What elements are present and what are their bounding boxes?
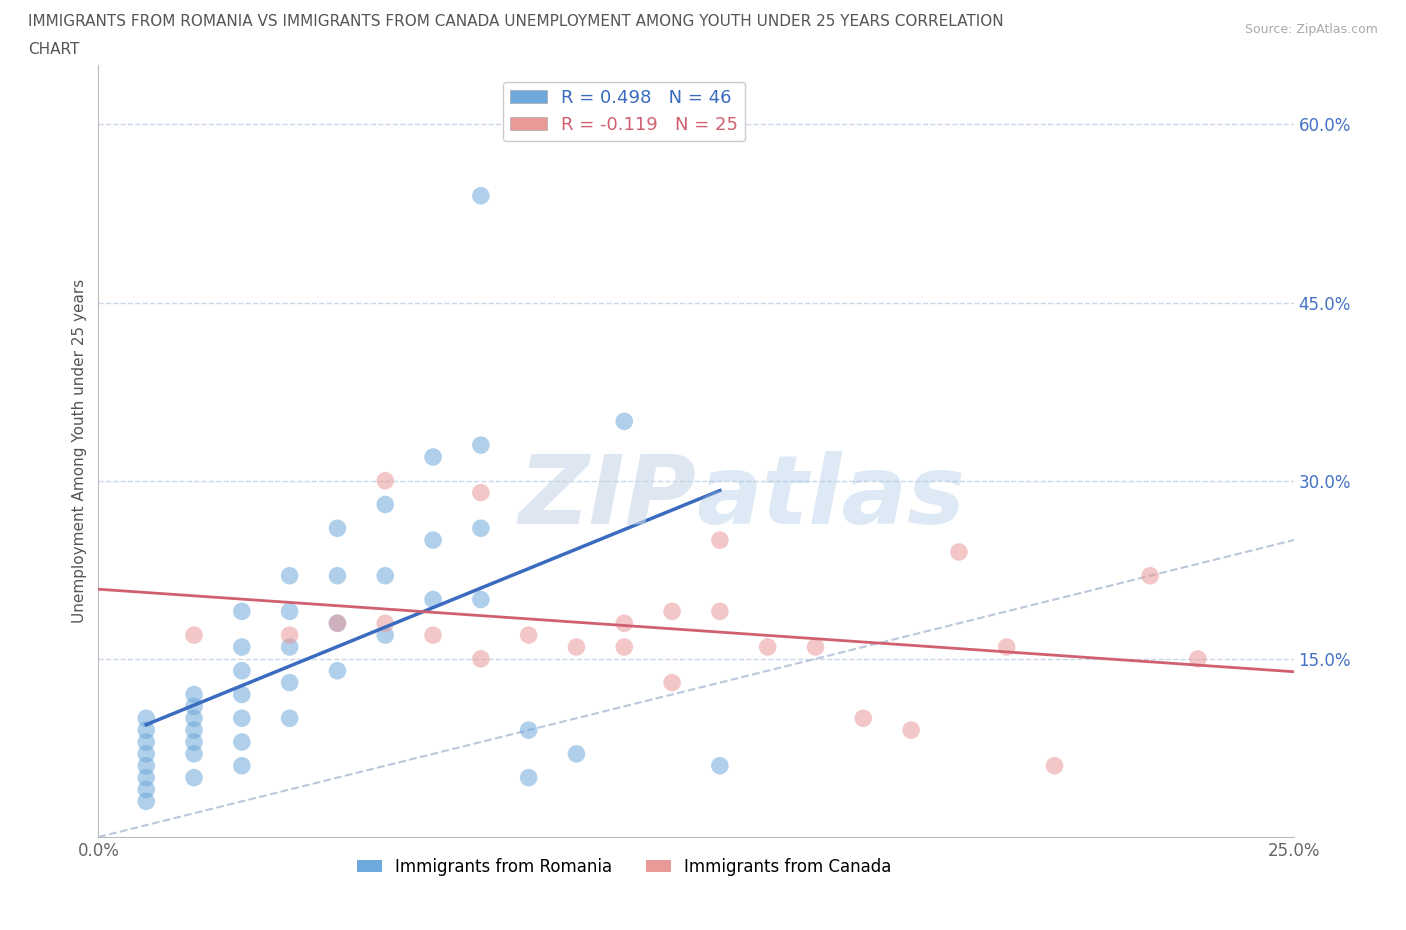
Point: [470, 592, 492, 607]
Point: [231, 711, 253, 725]
Point: [661, 675, 683, 690]
Point: [613, 414, 636, 429]
Point: [183, 747, 205, 762]
Point: [470, 188, 492, 203]
Text: CHART: CHART: [28, 42, 80, 57]
Point: [709, 533, 731, 548]
Point: [1139, 568, 1161, 583]
Point: [613, 640, 636, 655]
Point: [326, 521, 349, 536]
Text: atlas: atlas: [696, 451, 965, 544]
Point: [852, 711, 875, 725]
Point: [326, 616, 349, 631]
Point: [422, 449, 444, 464]
Point: [135, 723, 157, 737]
Point: [326, 568, 349, 583]
Point: [278, 628, 301, 643]
Point: [756, 640, 779, 655]
Point: [374, 473, 396, 488]
Point: [231, 687, 253, 702]
Point: [470, 485, 492, 500]
Point: [1043, 758, 1066, 773]
Point: [326, 616, 349, 631]
Point: [374, 568, 396, 583]
Point: [709, 604, 731, 618]
Point: [517, 723, 540, 737]
Point: [948, 545, 970, 560]
Point: [804, 640, 827, 655]
Point: [135, 770, 157, 785]
Point: [374, 628, 396, 643]
Point: [231, 758, 253, 773]
Point: [661, 604, 683, 618]
Point: [278, 568, 301, 583]
Point: [995, 640, 1018, 655]
Point: [231, 663, 253, 678]
Point: [374, 616, 396, 631]
Point: [135, 711, 157, 725]
Point: [231, 604, 253, 618]
Point: [565, 747, 588, 762]
Point: [900, 723, 922, 737]
Text: Source: ZipAtlas.com: Source: ZipAtlas.com: [1244, 23, 1378, 36]
Point: [565, 640, 588, 655]
Point: [1187, 651, 1209, 666]
Point: [183, 699, 205, 714]
Point: [231, 735, 253, 750]
Point: [709, 758, 731, 773]
Point: [278, 675, 301, 690]
Point: [183, 687, 205, 702]
Point: [135, 747, 157, 762]
Point: [135, 758, 157, 773]
Y-axis label: Unemployment Among Youth under 25 years: Unemployment Among Youth under 25 years: [72, 279, 87, 623]
Point: [517, 628, 540, 643]
Point: [135, 782, 157, 797]
Text: IMMIGRANTS FROM ROMANIA VS IMMIGRANTS FROM CANADA UNEMPLOYMENT AMONG YOUTH UNDER: IMMIGRANTS FROM ROMANIA VS IMMIGRANTS FR…: [28, 14, 1004, 29]
Point: [183, 770, 205, 785]
Point: [422, 533, 444, 548]
Point: [231, 640, 253, 655]
Point: [470, 651, 492, 666]
Point: [183, 628, 205, 643]
Point: [470, 521, 492, 536]
Legend: Immigrants from Romania, Immigrants from Canada: Immigrants from Romania, Immigrants from…: [350, 851, 898, 883]
Text: ZIP: ZIP: [517, 451, 696, 544]
Point: [183, 723, 205, 737]
Point: [183, 711, 205, 725]
Point: [326, 663, 349, 678]
Point: [422, 592, 444, 607]
Point: [278, 640, 301, 655]
Point: [135, 735, 157, 750]
Point: [422, 628, 444, 643]
Point: [374, 497, 396, 512]
Point: [135, 794, 157, 809]
Point: [278, 604, 301, 618]
Point: [183, 735, 205, 750]
Point: [278, 711, 301, 725]
Point: [470, 438, 492, 453]
Point: [613, 616, 636, 631]
Point: [517, 770, 540, 785]
